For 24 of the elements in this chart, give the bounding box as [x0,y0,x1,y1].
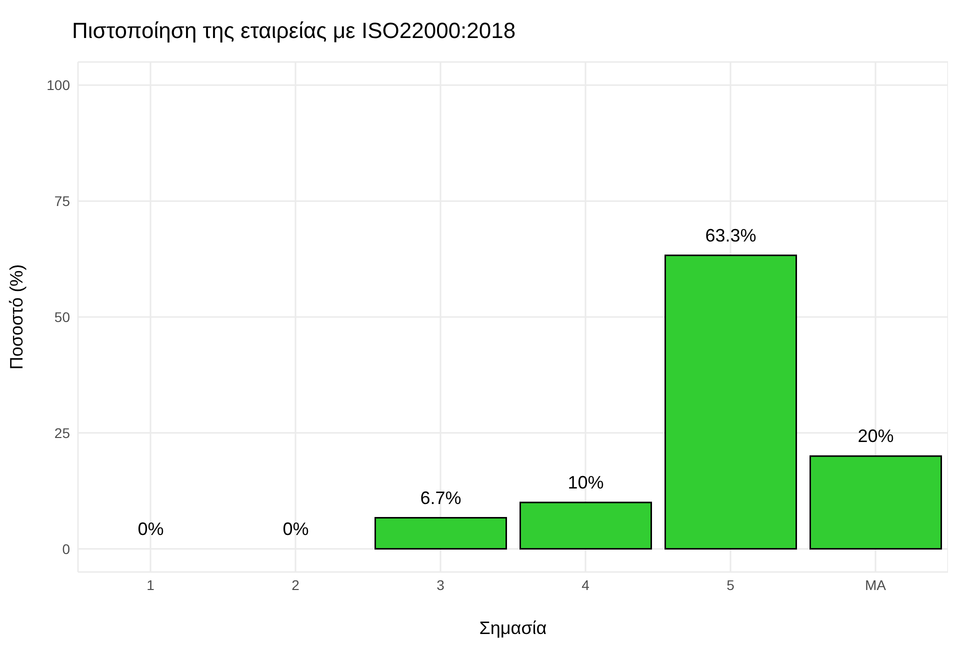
x-tick-label: 3 [436,576,445,593]
bar [520,502,652,550]
data-label: 6.7% [420,488,462,508]
bar [374,517,507,550]
y-tick-label: 100 [46,77,70,94]
bar [664,254,797,550]
data-label: 0% [138,518,164,539]
data-label: 20% [858,426,894,446]
data-label: 63.3% [705,225,756,246]
chart-title: Πιστοποίηση της εταιρείας με ISO22000:2018 [72,18,516,44]
y-tick-label: 25 [54,424,70,441]
data-label: 10% [568,472,604,492]
x-tick-label: 1 [146,576,155,593]
y-tick-label: 75 [54,193,70,210]
x-tick-label: 4 [582,576,590,593]
bar [810,455,942,550]
x-tick-label: 5 [726,576,735,593]
x-tick-label: 2 [292,576,300,593]
y-tick-label: 0 [62,540,70,557]
data-label: 0% [282,518,309,539]
x-tick-label: ΜΑ [865,576,887,593]
x-axis-title: Σημασία [479,618,547,638]
y-axis-title: Ποσοστό (%) [6,264,26,370]
y-tick-label: 50 [54,308,70,325]
